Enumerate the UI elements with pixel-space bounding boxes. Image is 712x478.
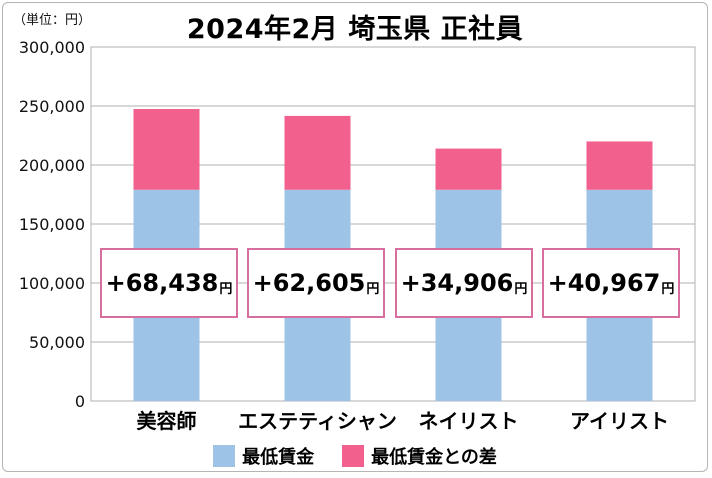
y-tick-label: 200,000 (19, 156, 85, 175)
bar-difference (435, 148, 502, 190)
y-tick-label: 100,000 (19, 274, 85, 293)
legend-item-difference: 最低賃金との差 (342, 443, 497, 469)
y-tick-label: 300,000 (19, 38, 85, 57)
y-tick-label: 0 (75, 392, 85, 411)
bar-difference (586, 141, 653, 190)
diff-unit: 円 (219, 281, 233, 297)
chart-title: 2024年2月 埼玉県 正社員 (186, 14, 524, 45)
legend-item-min-wage: 最低賃金 (213, 443, 314, 469)
diff-box-2: +62,605 円 (247, 248, 385, 318)
diff-value: +34,906 (400, 269, 514, 297)
diff-unit: 円 (366, 281, 380, 297)
legend-label: 最低賃金 (242, 447, 315, 468)
unit-label: （単位：円） (13, 13, 92, 28)
y-tick-label: 250,000 (19, 97, 85, 116)
diff-unit: 円 (661, 281, 675, 297)
x-tick-label: エステティシャン (238, 409, 397, 433)
y-tick-label: 150,000 (19, 215, 85, 234)
y-tick-label: 50,000 (29, 333, 85, 352)
x-tick-label: 美容師 (137, 409, 197, 433)
diff-value: +62,605 (252, 269, 366, 297)
diff-value: +40,967 (547, 269, 661, 297)
bar-difference (284, 115, 351, 190)
legend: 最低賃金 最低賃金との差 (3, 443, 707, 469)
x-tick-label: アイリスト (570, 409, 669, 433)
diff-value: +68,438 (105, 269, 219, 297)
diff-unit: 円 (514, 281, 528, 297)
diff-box-1: +68,438 円 (100, 248, 238, 318)
axis-layer: 0 50,000 100,000 150,000 200,000 250,000 300,0… (19, 38, 669, 433)
legend-swatch (342, 445, 365, 467)
bar-difference (133, 109, 200, 190)
chart-plot: 0 50,000 100,000 150,000 200,000 250,000 300,0… (19, 38, 696, 433)
legend-swatch (213, 445, 236, 467)
diff-box-4: +40,967 円 (542, 248, 680, 318)
chart-frame: （単位：円） 2024年2月 埼玉県 正社員 0 50,000 100,000 150… (2, 2, 708, 472)
x-tick-label: ネイリスト (419, 409, 519, 433)
legend-label: 最低賃金との差 (371, 447, 497, 468)
diff-box-3: +34,906 円 (395, 248, 533, 318)
